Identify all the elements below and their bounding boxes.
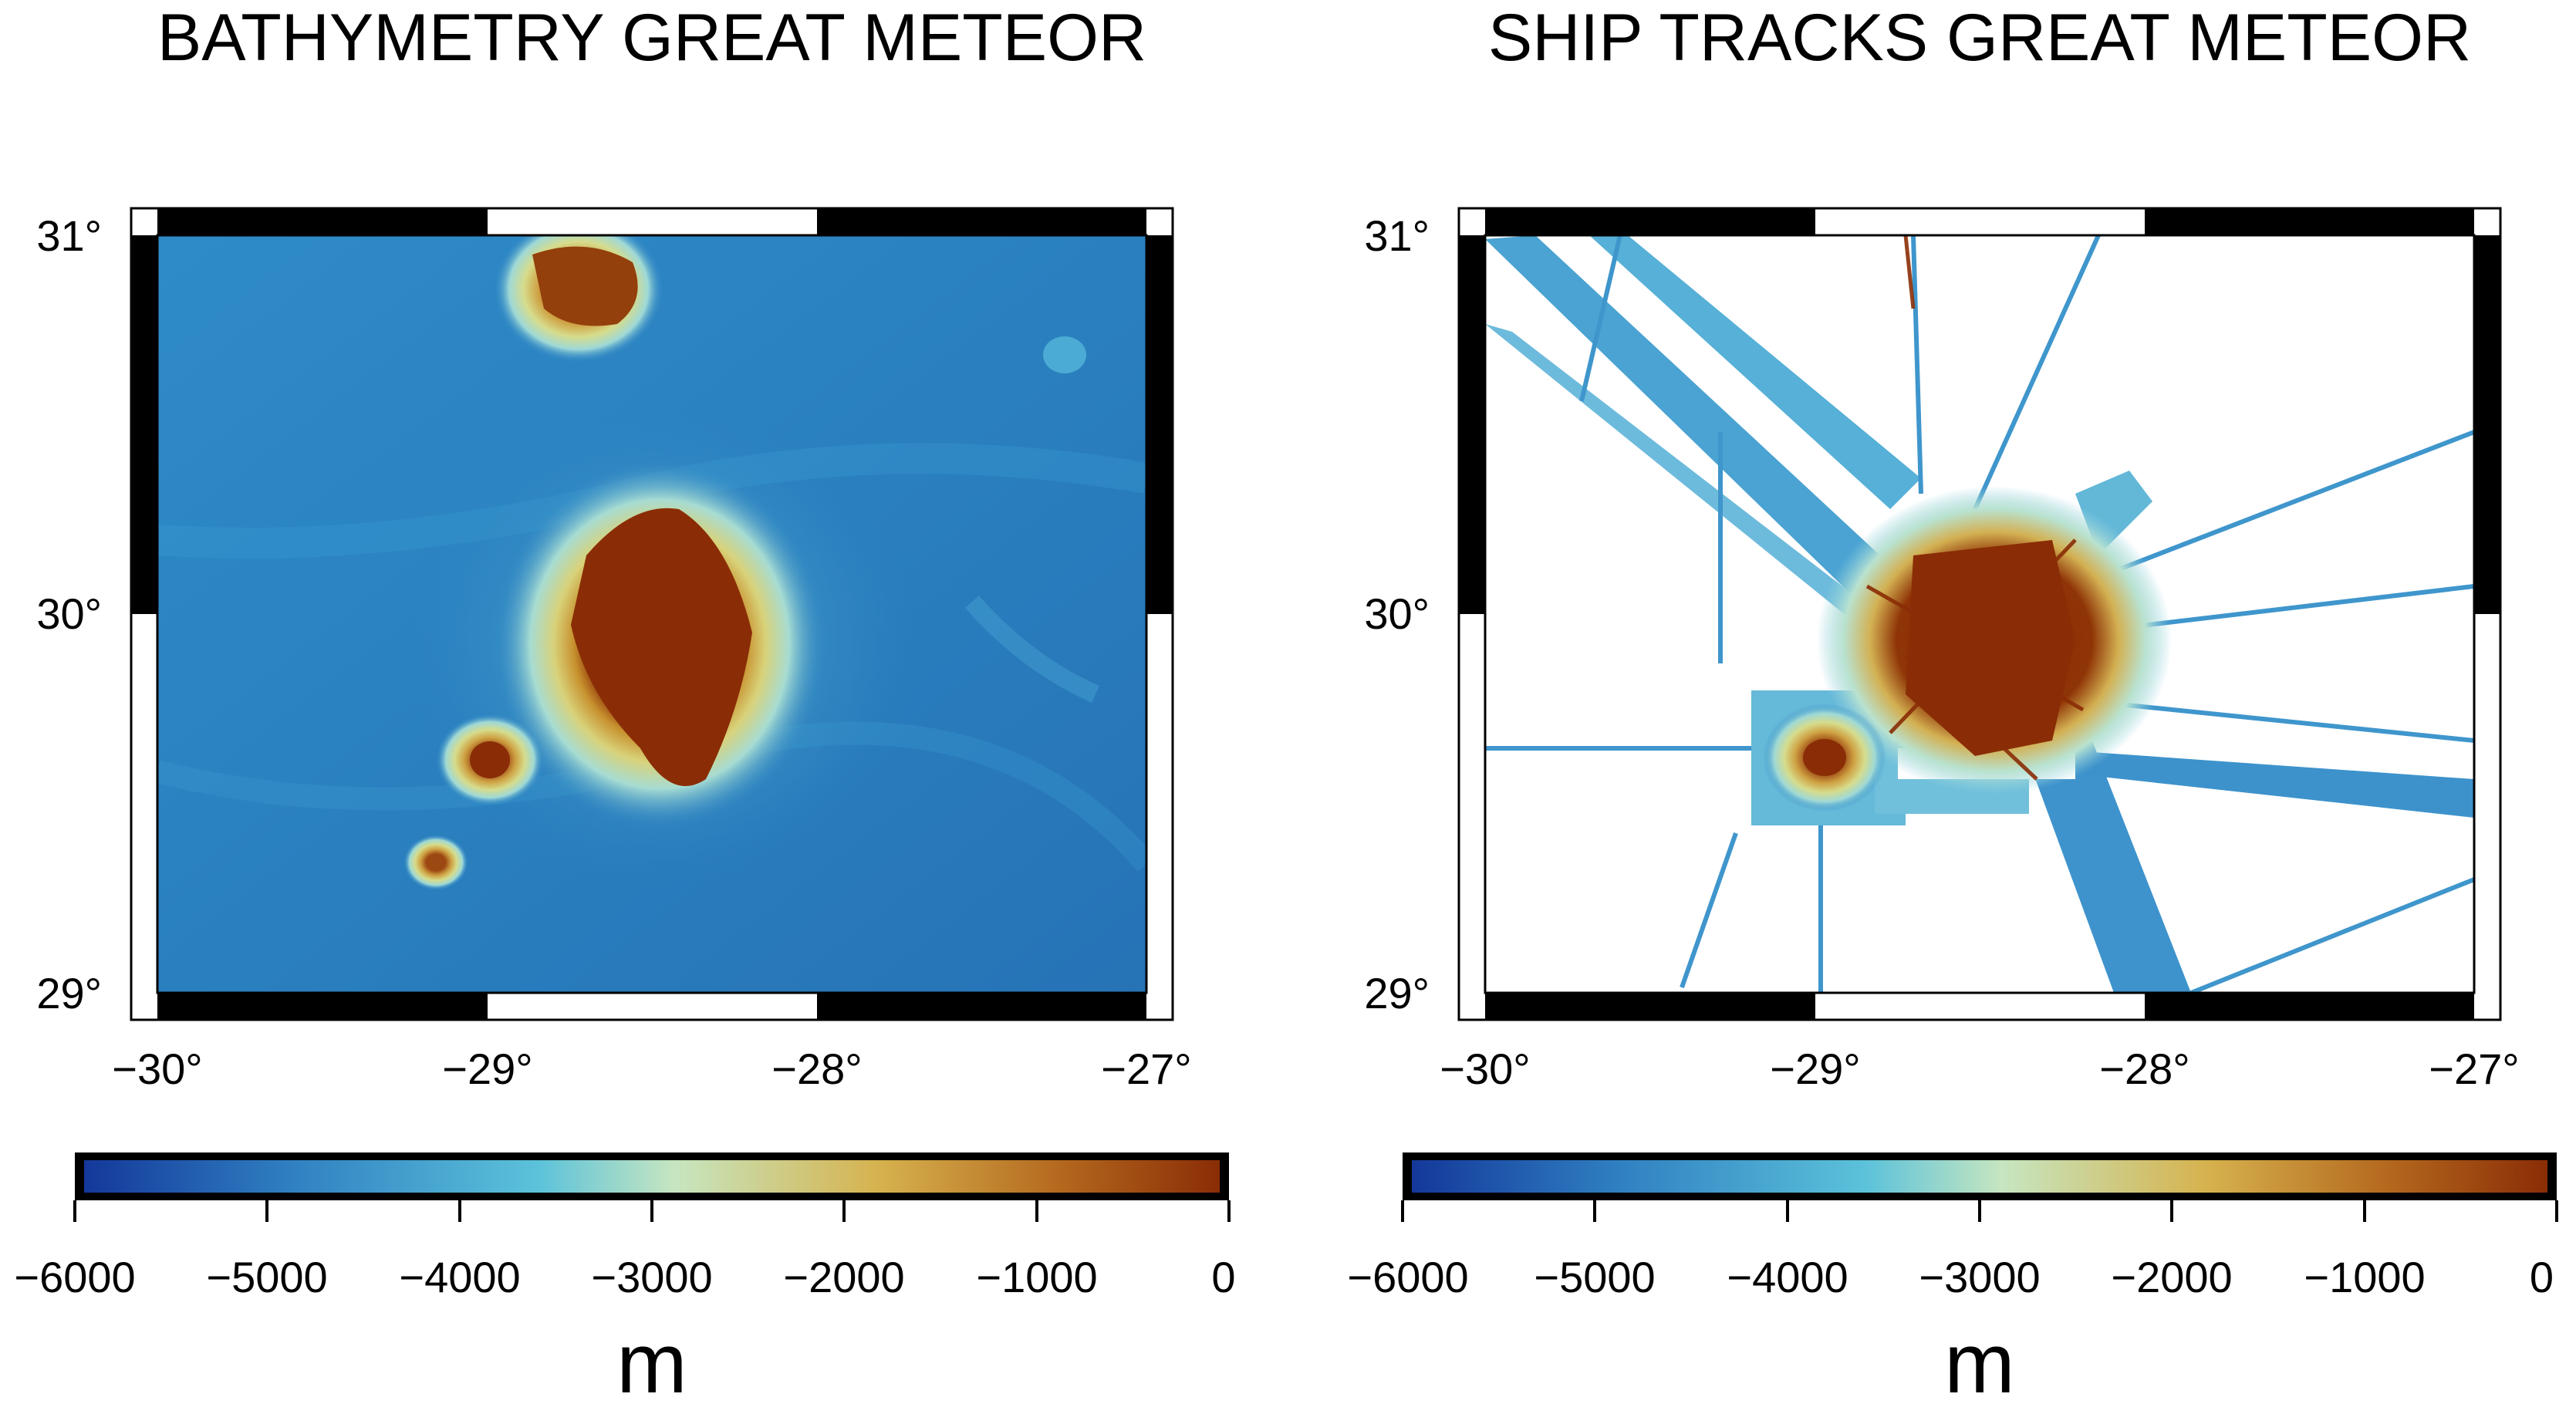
colorbar: −6000 −5000 −4000 −3000 −2000 −1000 0 m xyxy=(14,1152,1236,1411)
lon-tick-label: −29° xyxy=(1770,1044,1860,1093)
colorbar-unit: m xyxy=(1944,1316,2015,1411)
lat-tick-label: 31° xyxy=(1364,211,1430,260)
colorbar-tick-label: −1000 xyxy=(976,1253,1097,1301)
lat-tick-label: 29° xyxy=(36,969,102,1017)
panel-title: BATHYMETRY GREAT METEOR xyxy=(157,1,1146,75)
lon-tick-label: −29° xyxy=(442,1044,532,1093)
colorbar: −6000 −5000 −4000 −3000 −2000 −1000 0 m xyxy=(1347,1152,2558,1411)
lon-tick-label: −28° xyxy=(771,1044,862,1093)
lon-tick-label: −28° xyxy=(2099,1044,2189,1093)
map-frame xyxy=(1457,207,2502,1021)
colorbar-tick-label: −6000 xyxy=(1347,1253,1468,1301)
lat-tick-label: 31° xyxy=(36,211,102,260)
colorbar-tick-label: −2000 xyxy=(783,1253,904,1301)
ship-tracks-panel: SHIP TRACKS GREAT METEOR xyxy=(1347,1,2558,1411)
colorbar-tick-label: −3000 xyxy=(1919,1253,2040,1301)
colorbar-tick-label: −5000 xyxy=(1534,1253,1655,1301)
bathymetry-panel: BATHYMETRY GREAT METEOR xyxy=(14,1,1235,1411)
colorbar-tick-label: −4000 xyxy=(399,1253,520,1301)
bathymetry-map xyxy=(157,235,1146,993)
lat-tick-label: 29° xyxy=(1364,969,1430,1017)
lon-tick-label: −27° xyxy=(2429,1044,2519,1093)
lon-tick-label: −30° xyxy=(112,1044,202,1093)
colorbar-tick-label: −1000 xyxy=(2304,1253,2425,1301)
lat-tick-label: 30° xyxy=(36,589,102,638)
colorbar-unit: m xyxy=(616,1316,687,1411)
colorbar-tick-label: −4000 xyxy=(1727,1253,1848,1301)
map-frame xyxy=(130,207,1174,1021)
colorbar-tick-label: 0 xyxy=(2530,1253,2554,1301)
colorbar-tick-label: −6000 xyxy=(14,1253,135,1301)
panel-title: SHIP TRACKS GREAT METEOR xyxy=(1488,1,2471,75)
colorbar-tick-label: −3000 xyxy=(591,1253,712,1301)
lat-tick-label: 30° xyxy=(1364,589,1430,638)
lon-tick-label: −27° xyxy=(1101,1044,1191,1093)
ship-tracks-map xyxy=(1485,235,2474,993)
colorbar-tick-label: −2000 xyxy=(2111,1253,2232,1301)
colorbar-tick-label: −5000 xyxy=(206,1253,327,1301)
lon-tick-label: −30° xyxy=(1440,1044,1530,1093)
colorbar-tick-label: 0 xyxy=(1211,1253,1235,1301)
